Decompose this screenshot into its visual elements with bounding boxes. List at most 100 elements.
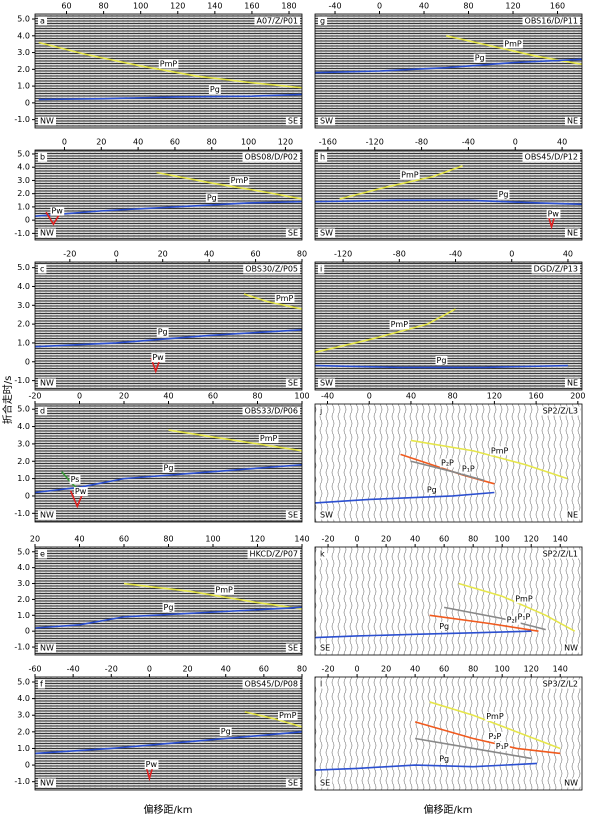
y-tick-label: 4.0 xyxy=(17,694,30,703)
phase-label: Pw xyxy=(51,207,63,216)
x-tick-label: 80 xyxy=(468,665,478,674)
phase-line xyxy=(410,460,485,482)
phase-label: Ps xyxy=(71,475,80,484)
x-tick-label: 100 xyxy=(495,665,510,674)
panel-frame xyxy=(314,403,583,523)
panel-letter: b xyxy=(40,153,45,162)
phase-line xyxy=(35,606,302,629)
phase-line xyxy=(315,762,538,771)
x-tick-label: 40 xyxy=(410,665,420,674)
phase-line xyxy=(458,582,576,632)
x-tick-label: 100 xyxy=(133,2,148,11)
y-tick-label: 3.0 xyxy=(17,48,30,57)
phase-line xyxy=(547,214,556,230)
direction-left: NW xyxy=(40,117,54,126)
panel-letter-bg xyxy=(38,152,48,162)
x-tick-label: 120 xyxy=(524,535,539,544)
x-tick-label: 40 xyxy=(163,392,173,401)
x-axis-label: 偏移距/km xyxy=(424,803,473,816)
x-tick-label: 40 xyxy=(133,138,143,147)
label-bg xyxy=(435,355,448,365)
x-tick-label: 40 xyxy=(419,2,429,11)
panel-title-bg xyxy=(243,264,300,274)
label-bg xyxy=(487,731,503,741)
panel-title-bg xyxy=(242,406,300,416)
y-tick-label: 2.0 xyxy=(17,65,30,74)
direction-left-bg xyxy=(38,643,56,653)
panel-title-bg xyxy=(540,679,580,689)
direction-right: NW xyxy=(564,644,578,653)
y-axis-label: 折合走时/s xyxy=(1,376,14,425)
direction-right-bg xyxy=(564,378,580,388)
y-tick-label: 5.0 xyxy=(17,547,30,556)
panel-title-bg xyxy=(522,16,580,26)
label-bg xyxy=(151,353,166,363)
y-tick-label: 1.0 xyxy=(17,338,30,347)
series-group xyxy=(35,293,302,374)
label-bg xyxy=(274,293,295,303)
y-tick-label: 0 xyxy=(25,216,30,225)
x-tick-label: 20 xyxy=(119,392,129,401)
panel-title: OBS45/D/P12 xyxy=(525,153,578,162)
x-tick-label: -40 xyxy=(321,392,334,401)
direction-left-bg xyxy=(38,778,56,788)
phase-label: Pw xyxy=(146,760,158,769)
panel-frame xyxy=(34,261,303,391)
direction-left: SE xyxy=(320,779,330,788)
direction-right-bg xyxy=(285,778,300,788)
panel-background xyxy=(35,150,302,240)
panel-title-bg xyxy=(522,152,580,162)
direction-right-bg xyxy=(285,643,300,653)
y-tick-label: 4.0 xyxy=(17,282,30,291)
direction-right-bg xyxy=(285,378,300,388)
panel-background xyxy=(35,262,302,390)
panel-title-bg xyxy=(247,549,300,559)
panel-title-bg xyxy=(242,152,300,162)
direction-right: SE xyxy=(288,229,298,238)
panel-background xyxy=(315,150,582,240)
x-tick-label: -120 xyxy=(366,138,384,147)
phase-line xyxy=(150,357,162,374)
x-tick-label: -20 xyxy=(322,665,335,674)
panel-title: A07/Z/P01 xyxy=(256,17,298,26)
direction-left-bg xyxy=(38,116,56,126)
direction-right: NW xyxy=(564,779,578,788)
x-tick-label: 20 xyxy=(381,665,391,674)
panel: 60 80 100 120 140 160 180 5.0 4.0 3.0 2.0 1.0 0 -1.0 P… xyxy=(14,2,303,129)
x-tick-label: 80 xyxy=(463,2,473,11)
panel: -60 -40 -20 0 20 40 60 80 5.0 4.0 3.0 2.0 1.0 0 -1.0 Pm… xyxy=(14,665,307,791)
x-tick-label: -80 xyxy=(415,138,428,147)
label-bg xyxy=(214,585,235,595)
x-tick-label: 0 xyxy=(509,250,514,259)
x-tick-label: 60 xyxy=(61,2,71,11)
label-bg xyxy=(494,741,510,751)
panel-letter-bg xyxy=(318,679,325,689)
panel-letter-bg xyxy=(318,549,327,559)
y-tick-label: 5.0 xyxy=(17,405,30,414)
label-bg xyxy=(503,39,523,49)
y-tick-label: -1.0 xyxy=(14,376,30,385)
y-tick-label: 1.0 xyxy=(17,744,30,753)
direction-left-bg xyxy=(318,778,333,788)
direction-left: NW xyxy=(40,644,54,653)
y-tick-label: -1.0 xyxy=(14,643,30,652)
label-bg xyxy=(144,760,159,770)
phase-label: P₂P xyxy=(489,732,502,741)
panel-letter: c xyxy=(40,265,44,274)
x-tick-label: 120 xyxy=(170,2,185,11)
x-tick-label: -20 xyxy=(105,665,118,674)
panel-frame xyxy=(34,149,303,241)
panel-background xyxy=(315,547,582,655)
x-tick-label: 60 xyxy=(439,665,449,674)
y-tick-label: 4.0 xyxy=(17,163,30,172)
label-bg xyxy=(438,622,451,632)
label-bg xyxy=(505,615,521,625)
x-tick-label: 160 xyxy=(528,392,543,401)
panel-title-bg xyxy=(540,406,580,416)
y-tick-label: 1.0 xyxy=(17,474,30,483)
panel-frame xyxy=(314,676,583,791)
label-bg xyxy=(485,712,505,722)
y-tick-label: 0 xyxy=(25,98,30,107)
phase-label: P₂P xyxy=(507,616,520,625)
phase-label: Pg xyxy=(207,193,217,202)
